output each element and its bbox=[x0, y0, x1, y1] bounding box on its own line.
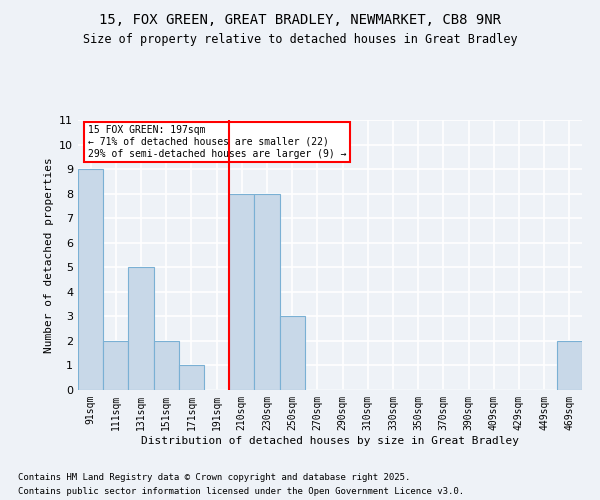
X-axis label: Distribution of detached houses by size in Great Bradley: Distribution of detached houses by size … bbox=[141, 436, 519, 446]
Bar bbox=[154, 341, 179, 390]
Text: 15, FOX GREEN, GREAT BRADLEY, NEWMARKET, CB8 9NR: 15, FOX GREEN, GREAT BRADLEY, NEWMARKET,… bbox=[99, 12, 501, 26]
Bar bbox=[78, 169, 103, 390]
Text: Contains public sector information licensed under the Open Government Licence v3: Contains public sector information licen… bbox=[18, 488, 464, 496]
Bar bbox=[280, 316, 305, 390]
Y-axis label: Number of detached properties: Number of detached properties bbox=[44, 157, 53, 353]
Text: 15 FOX GREEN: 197sqm
← 71% of detached houses are smaller (22)
29% of semi-detac: 15 FOX GREEN: 197sqm ← 71% of detached h… bbox=[88, 126, 347, 158]
Bar bbox=[103, 341, 128, 390]
Bar bbox=[229, 194, 254, 390]
Bar bbox=[557, 341, 582, 390]
Bar bbox=[128, 268, 154, 390]
Text: Size of property relative to detached houses in Great Bradley: Size of property relative to detached ho… bbox=[83, 32, 517, 46]
Bar bbox=[254, 194, 280, 390]
Bar bbox=[179, 366, 204, 390]
Text: Contains HM Land Registry data © Crown copyright and database right 2025.: Contains HM Land Registry data © Crown c… bbox=[18, 472, 410, 482]
